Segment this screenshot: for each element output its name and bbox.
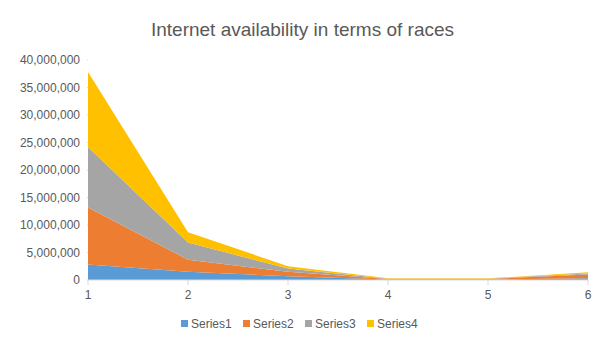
areas	[88, 72, 588, 280]
area-series	[88, 72, 588, 279]
x-tick	[188, 280, 189, 285]
y-tick-label: 0	[73, 273, 80, 287]
legend-swatch	[305, 320, 312, 327]
y-tick	[87, 170, 88, 171]
legend-label: Series4	[377, 317, 418, 331]
x-tick-label: 5	[485, 288, 492, 302]
x-tick	[288, 280, 289, 285]
x-tick-label: 2	[185, 288, 192, 302]
x-tick-label: 3	[285, 288, 292, 302]
y-tick-label: 30,000,000	[20, 108, 80, 122]
x-tick	[88, 280, 89, 285]
legend-label: Series1	[191, 317, 232, 331]
legend-label: Series3	[315, 317, 356, 331]
chart-svg: Internet availability in terms of races 0…	[0, 0, 605, 340]
y-tick-label: 10,000,000	[20, 218, 80, 232]
y-tick	[87, 252, 88, 253]
y-tick-label: 40,000,000	[20, 53, 80, 67]
y-tick	[87, 197, 88, 198]
y-tick	[87, 142, 88, 143]
x-axis-line	[88, 280, 588, 281]
x-tick-label: 1	[85, 288, 92, 302]
y-tick-label: 25,000,000	[20, 136, 80, 150]
legend-swatch	[181, 320, 188, 327]
chart-title: Internet availability in terms of races	[151, 19, 454, 40]
x-axis: 1 2 3 4 5 6	[85, 280, 592, 302]
legend-swatch	[367, 320, 374, 327]
chart-container: Internet availability in terms of races 0…	[0, 0, 605, 340]
legend-label: Series2	[253, 317, 294, 331]
x-tick	[488, 280, 489, 285]
y-tick	[87, 115, 88, 116]
x-tick-label: 4	[385, 288, 392, 302]
legend: Series1 Series2 Series3 Series4	[181, 317, 418, 331]
x-tick	[588, 280, 589, 285]
x-tick	[388, 280, 389, 285]
x-tick-label: 6	[585, 288, 592, 302]
y-tick	[87, 87, 88, 88]
y-tick	[87, 225, 88, 226]
legend-swatch	[243, 320, 250, 327]
y-tick	[87, 60, 88, 61]
y-tick-label: 35,000,000	[20, 81, 80, 95]
y-tick-label: 5,000,000	[27, 246, 81, 260]
y-axis: 0 5,000,000 10,000,000 15,000,000 20,000,000…	[20, 53, 88, 287]
y-tick-label: 15,000,000	[20, 191, 80, 205]
y-tick-label: 20,000,000	[20, 163, 80, 177]
